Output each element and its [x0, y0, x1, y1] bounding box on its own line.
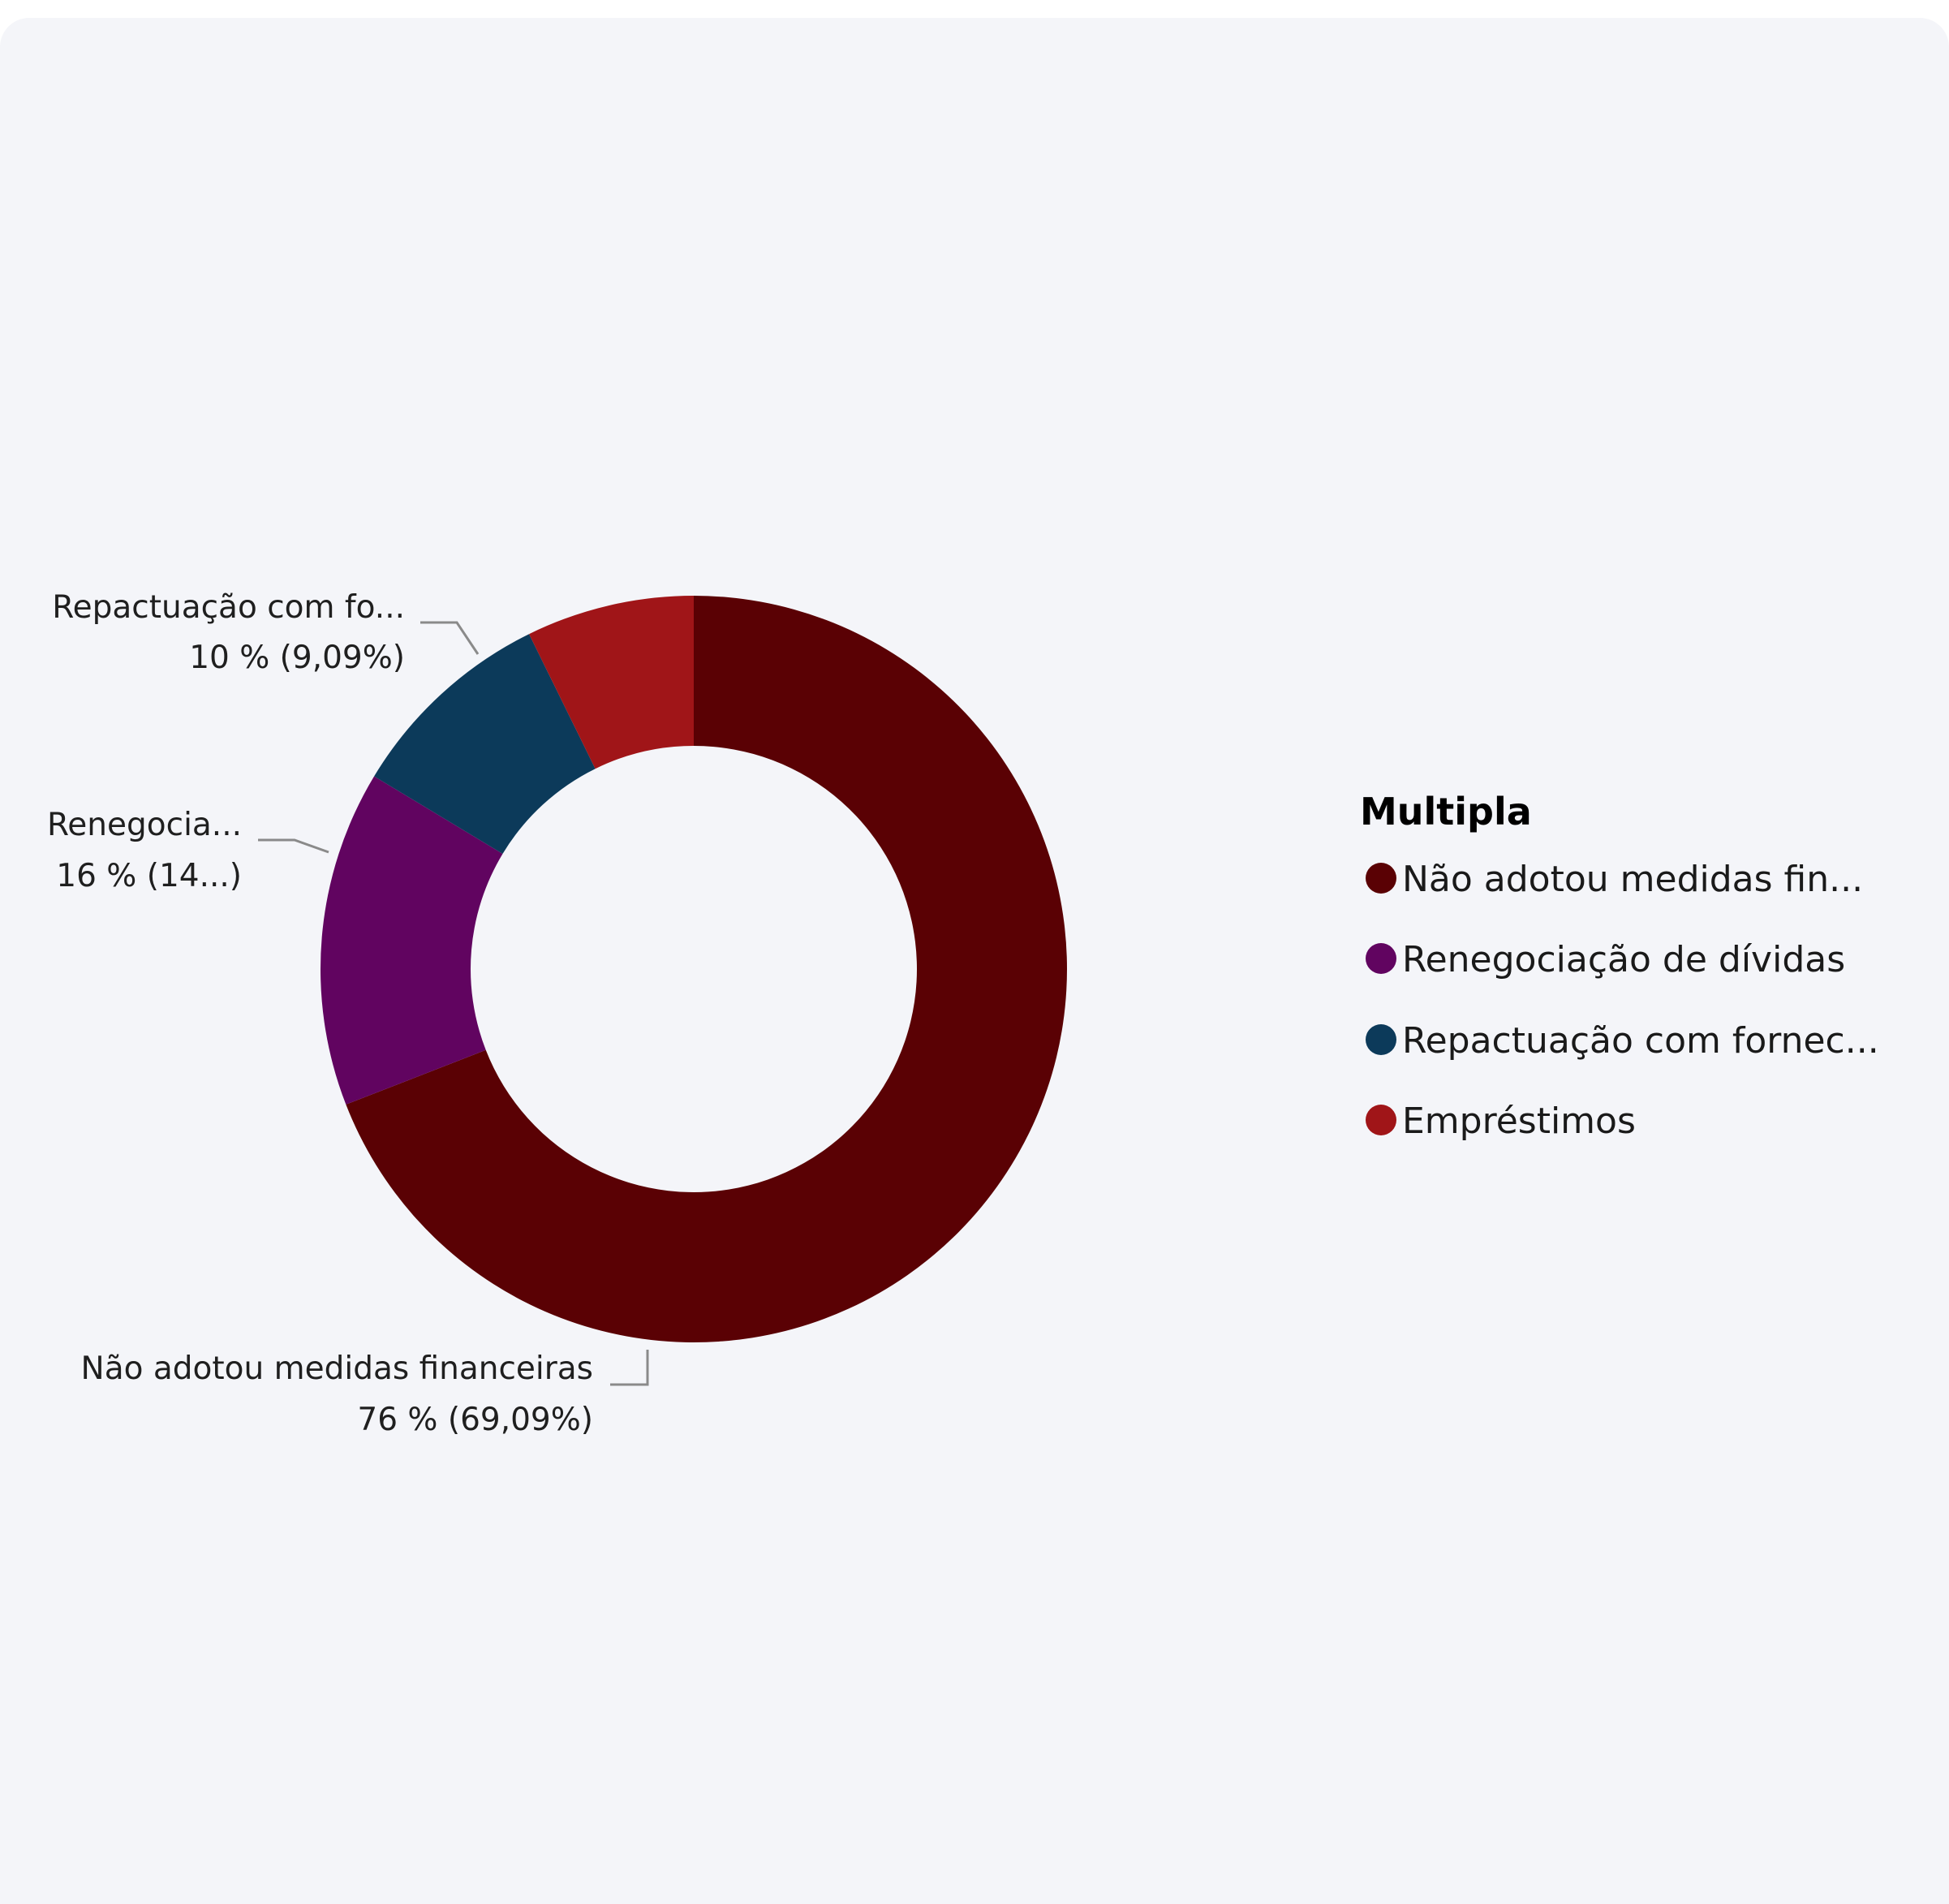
legend-item-3[interactable]: Empréstimos: [1366, 1101, 1636, 1142]
label-leader-lines: [258, 621, 649, 1386]
data-label-value-0: 76 % (69,09%): [357, 1402, 593, 1438]
leader-line-0: [610, 1350, 649, 1386]
data-label-name-1: Renegocia...: [47, 807, 242, 843]
donut-slice-3[interactable]: [529, 596, 694, 769]
donut-slice-0[interactable]: [346, 596, 1068, 1343]
legend-label-3: Empréstimos: [1402, 1101, 1636, 1142]
legend-item-1[interactable]: Renegociação de dívidas: [1366, 939, 1845, 980]
legend-title: Multipla: [1360, 790, 1532, 834]
data-label-value-2: 10 % (9,09%): [189, 640, 405, 676]
donut-slice-1[interactable]: [320, 776, 503, 1105]
data-label-name-0: Não adotou medidas financeiras: [81, 1350, 593, 1387]
data-label-name-2: Repactuação com fo...: [52, 589, 405, 626]
donut-slices: [320, 596, 1068, 1343]
legend-swatch-3: [1366, 1105, 1396, 1135]
legend-label-0: Não adotou medidas fin...: [1402, 859, 1863, 900]
leader-line-2: [420, 621, 480, 655]
legend-swatch-1: [1366, 943, 1396, 974]
legend-item-0[interactable]: Não adotou medidas fin...: [1366, 859, 1863, 900]
legend-swatch-2: [1366, 1024, 1396, 1055]
legend-item-2[interactable]: Repactuação com fornec...: [1366, 1020, 1879, 1062]
legend-label-1: Renegociação de dívidas: [1402, 939, 1845, 980]
data-label-value-1: 16 % (14...): [56, 858, 242, 894]
legend-swatch-0: [1366, 863, 1396, 894]
leader-line-1: [258, 838, 329, 854]
legend-label-2: Repactuação com fornec...: [1402, 1020, 1879, 1062]
donut-slice-2[interactable]: [374, 634, 596, 854]
legend: Multipla Não adotou medidas fin... Reneg…: [1360, 790, 1879, 1142]
